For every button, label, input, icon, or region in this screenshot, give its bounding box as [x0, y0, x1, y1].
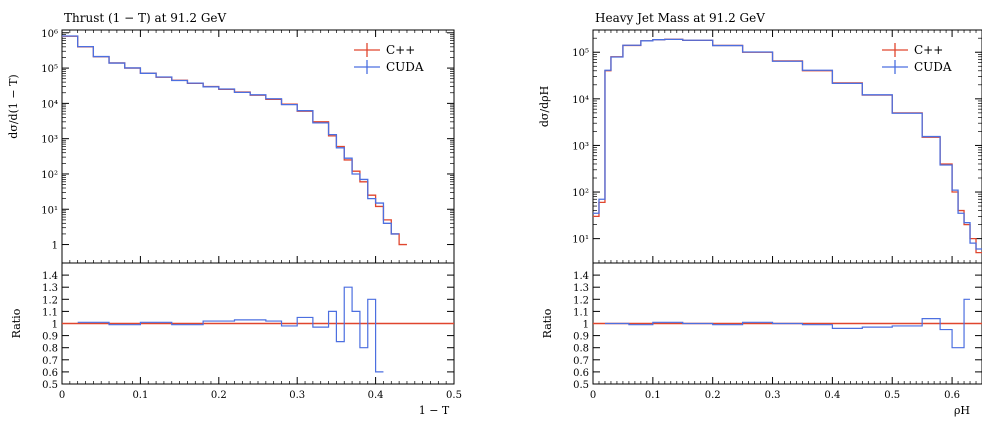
y-axis-label: dσ/d(1 − T): [7, 74, 20, 138]
x-tick-label: 0.1: [645, 390, 661, 401]
legend-entry: CUDA: [914, 60, 952, 74]
ratio-y-tick-label: 1.4: [573, 271, 589, 282]
ratio-y-tick-label: 1: [52, 320, 58, 331]
ratio-y-tick-label: 1.1: [42, 307, 58, 318]
y-tick-label: 10²: [41, 170, 58, 181]
ratio-y-tick-label: 1: [583, 320, 589, 331]
ratio-y-tick-label: 0.7: [573, 356, 589, 367]
x-tick-label: 0.4: [368, 390, 384, 401]
ratio-y-tick-label: 1.4: [42, 271, 58, 282]
series-line-cuda: [62, 35, 400, 235]
ratio-axis-label: Ratio: [10, 308, 23, 338]
y-tick-label: 10⁵: [41, 64, 58, 75]
x-axis-label: ρH: [954, 404, 970, 417]
ratio-series-line: [604, 298, 971, 349]
y-tick-label: 10⁴: [572, 95, 589, 106]
y-tick-label: 10¹: [41, 205, 58, 216]
x-tick-label: 0.4: [824, 390, 840, 401]
ratio-y-tick-label: 0.8: [42, 344, 58, 355]
x-tick-label: 0.1: [132, 390, 148, 401]
y-tick-label: 10³: [41, 135, 58, 146]
y-tick-label: 10⁴: [41, 99, 58, 110]
x-tick-label: 0.2: [211, 390, 227, 401]
x-tick-label: 0.5: [884, 390, 900, 401]
ratio-y-tick-label: 0.9: [42, 332, 58, 343]
legend-entry: CUDA: [386, 60, 424, 74]
ratio-y-tick-label: 1.1: [573, 307, 589, 318]
ratio-y-tick-label: 1.3: [42, 283, 58, 294]
y-tick-label: 1: [52, 241, 58, 252]
ratio-y-tick-label: 1.2: [42, 295, 58, 306]
y-tick-label: 10⁵: [572, 48, 589, 59]
y-tick-label: 10²: [572, 188, 589, 199]
ratio-y-tick-label: 0.5: [573, 380, 589, 391]
x-tick-label: 0.6: [944, 390, 960, 401]
ratio-axis-label: Ratio: [541, 308, 554, 338]
ratio-y-tick-label: 0.6: [573, 368, 589, 379]
ratio-y-tick-label: 1.3: [573, 283, 589, 294]
ratio-y-tick-label: 0.9: [573, 332, 589, 343]
x-tick-label: 0.3: [289, 390, 305, 401]
hjm-main-panel: Heavy Jet Mass at 91.2 GeV dσ/dρH 10¹ 10² 10…: [538, 11, 982, 264]
ratio-y-tick-label: 1.2: [573, 295, 589, 306]
x-tick-label: 0.5: [446, 390, 462, 401]
x-tick-label: 0.2: [705, 390, 721, 401]
x-tick-label: 0: [59, 390, 65, 401]
x-tick-label: 0.3: [765, 390, 781, 401]
legend-entry: C++: [386, 43, 415, 57]
y-tick-label: 10⁶: [41, 29, 58, 40]
x-axis-label: 1 − T: [419, 404, 450, 417]
ratio-y-tick-label: 0.5: [42, 380, 58, 391]
series-line-cuda: [593, 38, 982, 250]
legend-entry: C++: [914, 43, 943, 57]
chart-title: Heavy Jet Mass at 91.2 GeV: [595, 11, 765, 25]
ratio-series-line: [77, 286, 384, 373]
y-tick-label: 10³: [572, 141, 589, 152]
chart-title: Thrust (1 − T) at 91.2 GeV: [64, 11, 227, 25]
x-tick-label: 0: [590, 390, 596, 401]
thrust-main-panel: Thrust (1 − T) at 91.2 GeV dσ/d(1 − T) 1 10…: [7, 11, 455, 264]
y-axis-label: dσ/dρH: [538, 86, 551, 127]
y-tick-label: 10¹: [572, 235, 589, 246]
ratio-y-tick-label: 0.6: [42, 368, 58, 379]
ratio-y-tick-label: 0.8: [573, 344, 589, 355]
ratio-y-tick-label: 0.7: [42, 356, 58, 367]
